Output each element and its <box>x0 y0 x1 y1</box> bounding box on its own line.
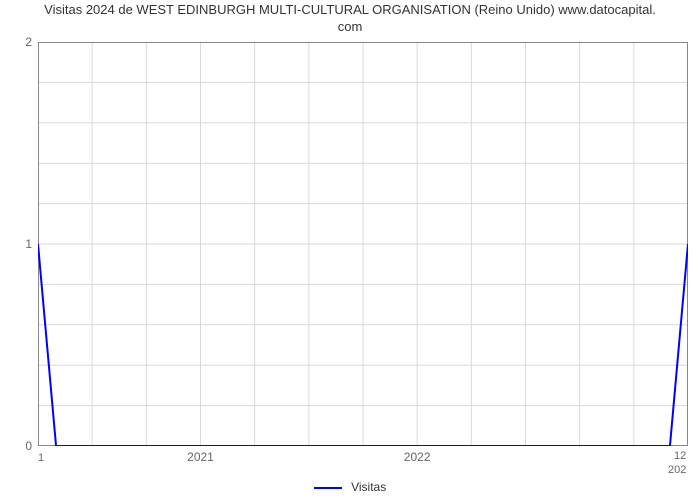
chart-title: Visitas 2024 de WEST EDINBURGH MULTI-CUL… <box>0 2 700 36</box>
chart-title-line2: com <box>338 19 363 34</box>
x-tick-label: 2021 <box>187 446 214 464</box>
legend: Visitas <box>0 480 700 494</box>
y-tick-label: 0 <box>25 439 38 453</box>
x-end-label-top: 12 <box>674 450 686 462</box>
chart-title-line1: Visitas 2024 de WEST EDINBURGH MULTI-CUL… <box>44 2 656 17</box>
legend-swatch <box>314 487 342 489</box>
x-tick-label: 2022 <box>404 446 431 464</box>
y-tick-label: 1 <box>25 237 38 251</box>
legend-label: Visitas <box>351 480 386 494</box>
x-end-label-bottom: 202 <box>668 464 686 476</box>
y-tick-label: 2 <box>25 35 38 49</box>
x-start-label: 1 <box>38 452 44 464</box>
chart-svg <box>38 42 688 446</box>
chart-plot-area: 01220212022 <box>38 42 688 446</box>
